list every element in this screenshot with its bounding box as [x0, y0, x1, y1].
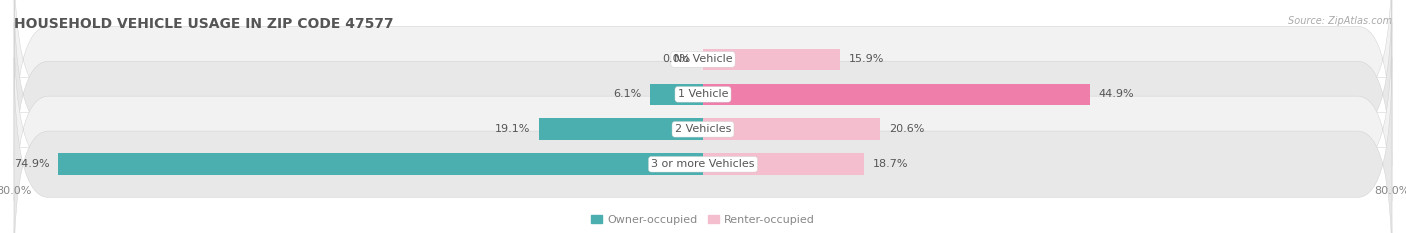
Text: Source: ZipAtlas.com: Source: ZipAtlas.com [1288, 16, 1392, 26]
Text: 20.6%: 20.6% [889, 124, 924, 134]
Text: 15.9%: 15.9% [849, 55, 884, 64]
Text: 2 Vehicles: 2 Vehicles [675, 124, 731, 134]
Bar [703, 49, 839, 70]
Text: HOUSEHOLD VEHICLE USAGE IN ZIP CODE 47577: HOUSEHOLD VEHICLE USAGE IN ZIP CODE 4757… [14, 17, 394, 31]
Bar [538, 118, 703, 140]
Text: 6.1%: 6.1% [613, 89, 643, 99]
Text: 1 Vehicle: 1 Vehicle [678, 89, 728, 99]
Bar [703, 153, 865, 175]
Legend: Owner-occupied, Renter-occupied: Owner-occupied, Renter-occupied [586, 210, 820, 229]
Text: 18.7%: 18.7% [873, 159, 908, 169]
Text: 44.9%: 44.9% [1098, 89, 1133, 99]
Bar [703, 118, 880, 140]
Text: 0.0%: 0.0% [662, 55, 690, 64]
FancyBboxPatch shape [14, 0, 1392, 166]
Text: 19.1%: 19.1% [495, 124, 530, 134]
Text: 74.9%: 74.9% [14, 159, 49, 169]
Bar [651, 83, 703, 105]
FancyBboxPatch shape [14, 58, 1392, 233]
FancyBboxPatch shape [14, 0, 1392, 201]
Bar [58, 153, 703, 175]
Text: 3 or more Vehicles: 3 or more Vehicles [651, 159, 755, 169]
Bar [703, 83, 1090, 105]
FancyBboxPatch shape [14, 23, 1392, 233]
Text: No Vehicle: No Vehicle [673, 55, 733, 64]
